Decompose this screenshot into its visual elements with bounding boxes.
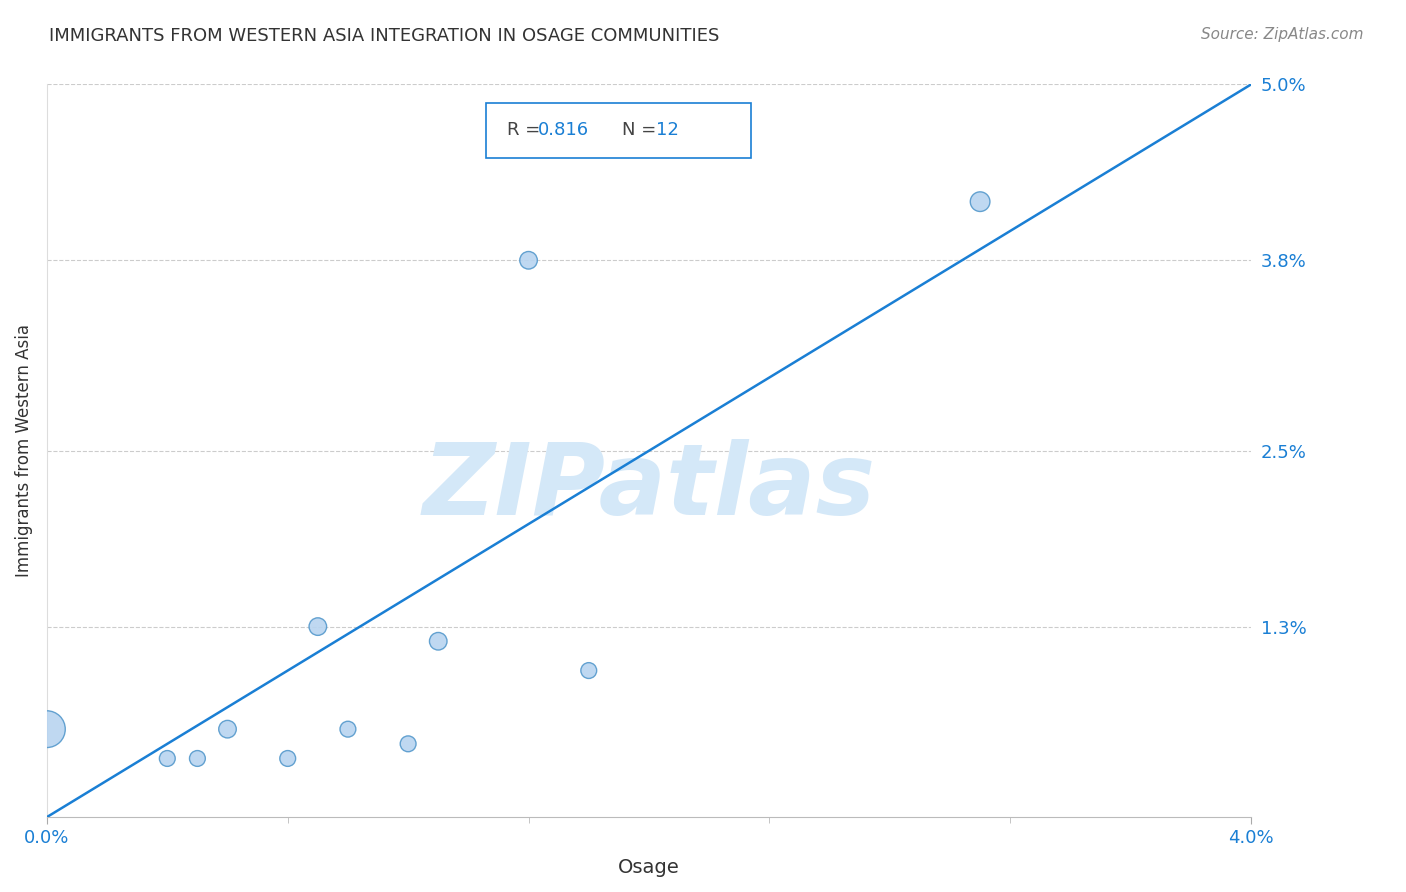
Point	[336, 722, 359, 736]
Point	[969, 194, 991, 209]
Point	[186, 751, 208, 765]
Text: ZIPatlas: ZIPatlas	[422, 439, 876, 536]
Point	[307, 619, 329, 633]
Text: IMMIGRANTS FROM WESTERN ASIA INTEGRATION IN OSAGE COMMUNITIES: IMMIGRANTS FROM WESTERN ASIA INTEGRATION…	[49, 27, 720, 45]
Point	[156, 751, 179, 765]
X-axis label: Osage: Osage	[619, 858, 681, 877]
Point	[578, 664, 600, 678]
Text: N =: N =	[623, 120, 662, 139]
FancyBboxPatch shape	[486, 103, 751, 158]
Point	[277, 751, 299, 765]
Point	[396, 737, 419, 751]
Point	[517, 253, 540, 268]
Point	[427, 634, 450, 648]
Point	[35, 722, 58, 736]
Text: 0.816: 0.816	[538, 120, 589, 139]
Text: Source: ZipAtlas.com: Source: ZipAtlas.com	[1201, 27, 1364, 42]
Point	[217, 722, 239, 736]
Text: R =: R =	[508, 120, 546, 139]
Text: 12: 12	[657, 120, 679, 139]
Y-axis label: Immigrants from Western Asia: Immigrants from Western Asia	[15, 325, 32, 577]
